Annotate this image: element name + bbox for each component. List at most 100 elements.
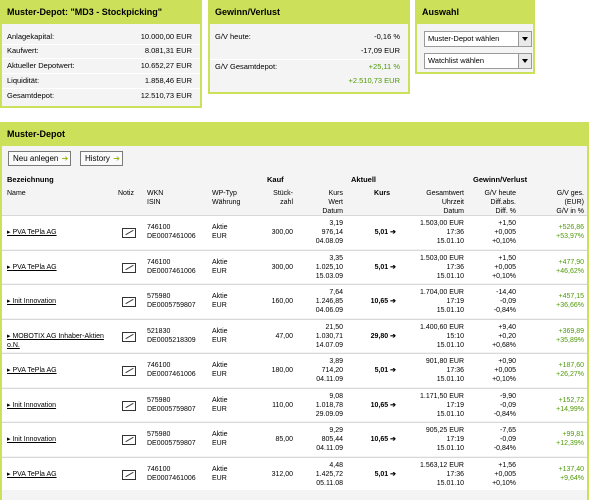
gv-today-diff: +0,005 [494,470,516,478]
note-edit-icon[interactable] [122,469,136,480]
security-name-link[interactable]: MOBOTIX AG Inhaber-Aktien o.N. [7,332,112,350]
total-value: 905,25 EUR [425,427,464,434]
security-name-link[interactable]: Init Innovation [7,401,112,410]
quote-time: 17:19 [446,401,464,409]
col-header-type[interactable]: WP-Typ Währung [212,190,241,206]
gv-today-abs-eur: +0,90 [498,358,516,365]
note-edit-icon[interactable] [122,366,136,376]
security-type: Aktie [212,293,228,300]
watchlist-select-value: Watchlist wählen [428,56,484,65]
col-header-buy-price[interactable]: Kurs Wert Datum [322,190,343,215]
profit-loss-panel: Gewinn/Verlust G/V heute: -0,16 % -17,09… [208,0,410,94]
buy-price: 3,89 [329,358,343,365]
depot-summary-label: Kaufwert: [7,46,39,55]
selection-title: Auswahl [417,2,533,24]
col-header-gv-today[interactable]: G/V heute Diff.abs. Diff. % [484,190,516,215]
chevron-down-icon[interactable] [518,32,531,46]
history-button[interactable]: History [80,151,123,166]
buy-date: 04.11.09 [316,445,343,452]
table-row: Init Innovation575980DE0005759807AktieEU… [2,284,587,318]
security-type: Aktie [212,465,228,473]
gv-today-abs-eur: -14,40 [496,289,516,296]
gv-total-pct: +46,62% [556,267,584,275]
gv-total-eur: +2.510,73 EUR [348,76,401,85]
quantity: 300,00 [271,229,293,236]
gv-total-pct: +53,97% [556,233,584,240]
quantity: 180,00 [271,367,293,374]
security-name-link[interactable]: Init Innovation [7,435,112,444]
buy-price: 9,29 [329,427,343,434]
col-header-gv-total[interactable]: G/V ges. (EUR) G/V in % [556,190,584,215]
chevron-down-icon[interactable] [518,54,531,68]
note-edit-icon[interactable] [122,331,136,342]
security-name-link[interactable]: PVA TePla AG [7,366,112,375]
note-edit-icon[interactable] [122,228,136,238]
current-price: 5,01 [352,228,396,237]
depot-select-value: Muster-Depot wählen [428,34,500,43]
note-edit-icon[interactable] [122,400,136,411]
isin-value: DE0007461006 [147,267,196,275]
gv-today-abs-eur: -7,65 [500,427,516,434]
watchlist-select[interactable]: Watchlist wählen [424,53,532,69]
quantity: 160,00 [271,298,293,305]
gv-today-label: G/V heute: [215,32,251,41]
depot-summary-row: Aktueller Depotwert: 10.652,27 EUR [7,59,192,73]
gv-today-eur-row: -17,09 EUR [215,44,400,58]
current-price: 5,01 [352,470,396,479]
gv-total-pct: +12,39% [556,440,584,447]
quote-time: 15:10 [446,332,464,340]
isin-value: DE0007461006 [147,233,196,240]
wkn-value: 746100 [147,224,171,231]
gv-total-eur-row: +2.510,73 EUR [215,74,401,88]
gv-total-pct: +9,64% [560,474,584,482]
wkn-value: 521830 [147,327,171,335]
security-type: Aktie [212,431,228,438]
quote-date: 15.01.10 [436,272,464,280]
gv-total-label: G/V Gesamtdepot: [215,62,278,71]
isin-value: DE0005218309 [147,336,196,344]
col-header-wkn[interactable]: WKN ISIN [147,190,164,206]
quote-time: 17:36 [446,229,464,236]
buy-value: 1.025,10 [315,263,343,271]
depot-summary-row: Kaufwert: 8.081,31 EUR [7,44,192,58]
gv-today-abs-eur: +1,56 [498,461,516,469]
note-edit-icon[interactable] [122,297,136,307]
note-edit-icon[interactable] [122,435,136,445]
security-name-link[interactable]: PVA TePla AG [7,263,112,272]
col-header-cur-price[interactable]: Kurs [374,190,390,197]
buy-date: 04.11.09 [316,376,343,383]
security-type: Aktie [212,396,228,404]
currency: EUR [212,440,227,447]
gv-today-abs-eur: +1,50 [498,254,516,262]
gv-total-row: G/V Gesamtdepot: +25,11 % [215,60,400,74]
depot-summary-value: 10.000,00 EUR [140,32,192,41]
gv-today-diff: -0,09 [500,436,516,443]
depot-summary-value: 10.652,27 EUR [140,61,192,70]
col-header-qty[interactable]: Stück- zahl [273,190,293,206]
group-header-gv: Gewinn/Verlust [473,175,528,184]
security-name-link[interactable]: Init Innovation [7,297,112,306]
divider [210,59,408,60]
gv-total-eur: +137,40 [558,465,585,473]
col-header-total[interactable]: Gesamtwert Uhrzeit Datum [426,190,464,215]
gv-total-eur: +477,90 [558,258,585,266]
total-value: 901,80 EUR [425,358,464,365]
security-name-link[interactable]: PVA TePla AG [7,470,112,479]
depot-select[interactable]: Muster-Depot wählen [424,31,532,47]
security-type: Aktie [212,258,228,266]
wkn-value: 746100 [147,465,171,473]
new-button[interactable]: Neu anlegen [8,151,72,166]
depot-summary-value: 12.510,73 EUR [140,91,192,100]
isin-value: DE0005759807 [147,405,196,413]
table-row: Init Innovation575980DE0005759807AktieEU… [2,387,587,421]
col-header-name[interactable]: Name [7,190,26,197]
gv-total-eur: +99,81 [562,431,584,438]
buy-date: 15.03.09 [315,272,343,280]
profit-loss-title: Gewinn/Verlust [210,2,408,24]
buy-date: 04.08.09 [315,238,343,245]
note-edit-icon[interactable] [122,262,136,273]
group-header-current: Aktuell [351,175,377,184]
total-value: 1.563,12 EUR [420,461,464,469]
security-name-link[interactable]: PVA TePla AG [7,228,112,237]
gv-today-diff: -0,09 [500,401,516,409]
